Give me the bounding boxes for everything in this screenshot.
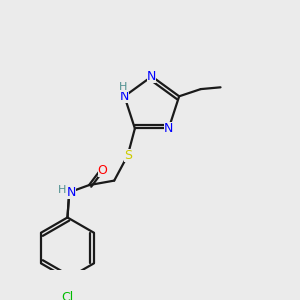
Text: N: N — [147, 70, 157, 83]
Text: Cl: Cl — [61, 291, 74, 300]
Text: S: S — [124, 149, 132, 162]
Text: H: H — [58, 185, 66, 196]
Text: N: N — [120, 90, 129, 103]
Text: H: H — [119, 82, 128, 92]
Text: N: N — [164, 122, 173, 135]
Text: O: O — [98, 164, 107, 177]
Text: N: N — [66, 186, 76, 199]
